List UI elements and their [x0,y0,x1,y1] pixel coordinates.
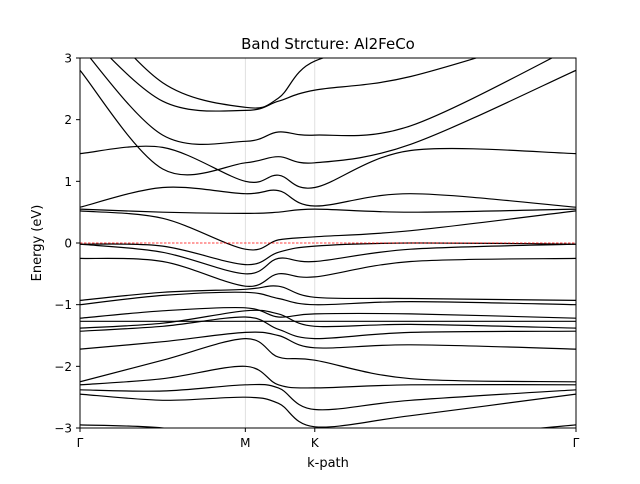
band-line [133,58,326,109]
band-line [80,306,576,319]
band-line [80,69,576,176]
band-line [80,208,576,215]
band-line [80,383,576,411]
x-tick-label: Γ [573,436,580,450]
band-line [80,145,576,189]
x-tick-label: K [311,436,320,450]
y-tick-label: 3 [64,52,72,66]
band-lines [80,58,576,428]
x-tick-label: Γ [77,436,84,450]
y-tick-label: −3 [54,422,72,436]
y-tick-label: −2 [54,360,72,374]
band-line [80,285,576,301]
x-tick-label: M [240,436,250,450]
band-line [80,316,576,340]
band-line [80,424,576,428]
band-line [80,210,576,251]
y-tick-label: 1 [64,175,72,189]
y-tick-label: 2 [64,113,72,127]
y-tick-label: −1 [54,298,72,312]
band-line [80,331,576,350]
band-line [89,58,554,145]
y-axis-label: Energy (eV) [30,205,45,282]
band-line [80,291,576,306]
x-axis-label: k-path [307,456,349,471]
band-line [80,257,576,287]
chart-title: Band Strcture: Al2FeCo [241,35,415,53]
band-line [80,243,576,275]
band-line [80,186,576,208]
band-line [109,58,479,112]
band-line [80,365,576,389]
y-axis-ticks: −3 −2 −1 0 1 2 3 [54,52,80,436]
band-line [80,337,576,383]
band-line [80,393,576,428]
y-tick-label: 0 [64,237,72,251]
band-line [80,309,576,329]
